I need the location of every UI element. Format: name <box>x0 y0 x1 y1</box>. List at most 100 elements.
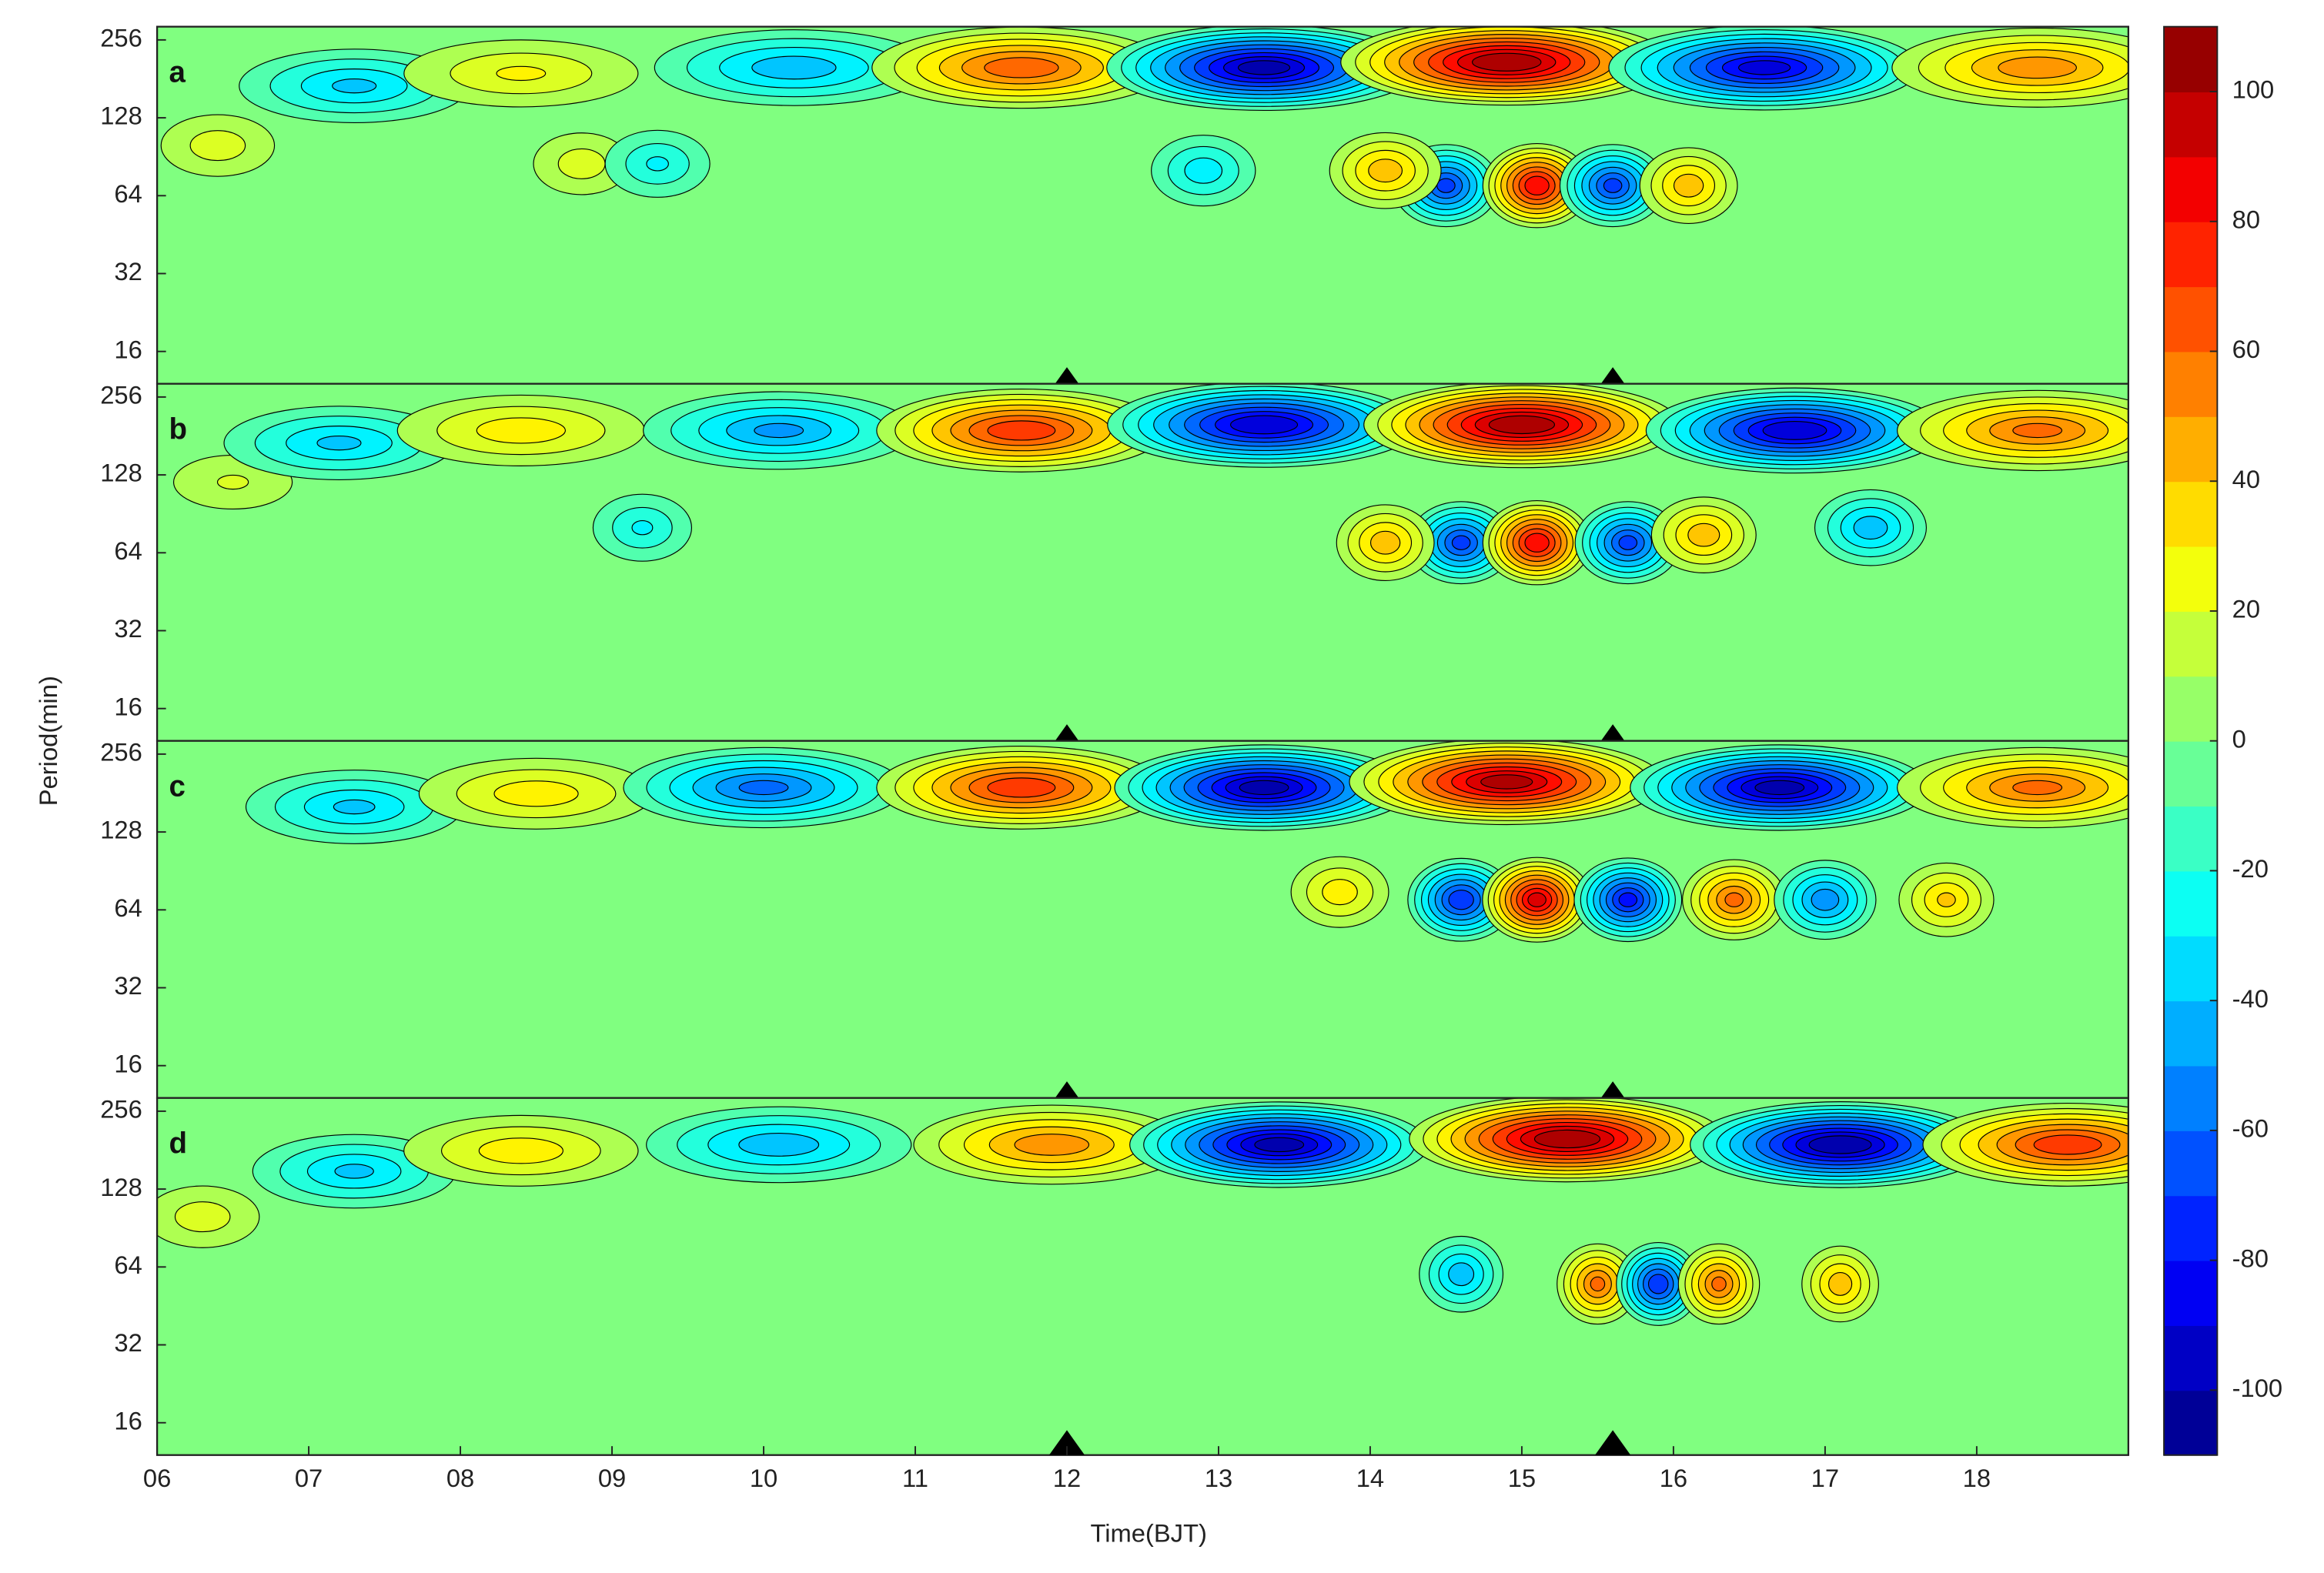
extremum <box>1559 144 1667 228</box>
colorbar-tick-label: -60 <box>2232 1114 2269 1143</box>
colorbar-tick-label: 80 <box>2232 205 2260 233</box>
extremum <box>1639 147 1738 225</box>
x-tick-label: 16 <box>1660 1464 1687 1492</box>
contour-level <box>2033 1134 2102 1155</box>
contour-level <box>751 55 837 80</box>
extremum <box>1363 383 1680 469</box>
colorbar-swatch <box>2164 870 2218 937</box>
extremum <box>646 1106 912 1184</box>
extremum <box>245 770 463 844</box>
colorbar-swatch <box>2164 1000 2218 1067</box>
contour-level <box>1647 1274 1669 1294</box>
y-tick-label: 32 <box>114 614 142 643</box>
colorbar-tick-label: -40 <box>2232 984 2269 1013</box>
x-tick-label: 11 <box>902 1464 928 1492</box>
y-tick-label: 16 <box>114 1049 142 1077</box>
y-tick-label: 128 <box>100 459 142 487</box>
contour-level <box>189 130 246 162</box>
contour-level <box>1322 879 1358 906</box>
extremum <box>403 39 639 108</box>
contour-level <box>1603 178 1623 193</box>
extremum <box>160 114 276 177</box>
contour-level <box>1533 1129 1601 1149</box>
extremum <box>1329 132 1442 209</box>
contour-level <box>1451 535 1471 550</box>
panel-letter: b <box>169 412 187 446</box>
y-tick-label: 32 <box>114 257 142 286</box>
colorbar-swatch <box>2164 1390 2218 1456</box>
extremum <box>1690 1101 1991 1188</box>
event-marker <box>1600 724 1625 741</box>
contour-level <box>738 1133 820 1157</box>
contour-level <box>1254 1137 1305 1153</box>
extremum <box>913 1104 1191 1185</box>
contour-level <box>493 780 579 807</box>
colorbar-tick-label: 60 <box>2232 335 2260 363</box>
y-axis-label: Period(min) <box>34 676 62 806</box>
contour-level <box>1230 415 1299 435</box>
extremum <box>1419 1235 1504 1313</box>
colorbar-tick-label: -100 <box>2232 1374 2283 1402</box>
colorbar-swatch <box>2164 1130 2218 1197</box>
contour-level <box>1808 1135 1872 1154</box>
contour-level <box>1687 523 1720 547</box>
extremum <box>157 1185 260 1248</box>
colorbar-swatch <box>2164 416 2218 483</box>
contour-level <box>2012 422 2063 439</box>
panel-frame <box>155 1097 2130 1456</box>
contour-level <box>1618 892 1638 907</box>
contour-level <box>1014 1134 1090 1156</box>
contour-level <box>1480 774 1533 790</box>
x-tick-label: 07 <box>295 1464 323 1492</box>
event-marker <box>1595 1430 1631 1455</box>
event-marker <box>1055 1081 1079 1098</box>
y-tick-label: 32 <box>114 971 142 1000</box>
colorbar-tick-label: 100 <box>2232 75 2275 104</box>
panel-letter: a <box>169 55 186 89</box>
colorbar-swatch <box>2164 1065 2218 1131</box>
colorbar-tick-label: -20 <box>2232 854 2269 883</box>
extremum <box>1801 1245 1879 1323</box>
colorbar-swatch <box>2164 92 2218 158</box>
contour-level <box>987 777 1056 798</box>
colorbar-swatch <box>2164 481 2218 547</box>
x-tick-label: 18 <box>1963 1464 1991 1492</box>
x-tick-label: 08 <box>446 1464 474 1492</box>
colorbar-swatch <box>2164 935 2218 1002</box>
y-tick-label: 16 <box>114 335 142 363</box>
extremum <box>1151 135 1256 207</box>
y-tick-label: 64 <box>114 893 142 922</box>
extremum <box>1616 1242 1701 1326</box>
contour-level <box>1527 892 1547 907</box>
contour-level <box>1488 415 1556 435</box>
x-tick-label: 10 <box>750 1464 777 1492</box>
extremum <box>403 1114 639 1187</box>
event-marker <box>1600 367 1625 384</box>
contour-level <box>1524 175 1550 195</box>
contour-level <box>631 520 654 536</box>
x-axis-label: Time(BJT) <box>1090 1518 1206 1547</box>
extremum <box>871 26 1172 109</box>
extremum <box>1774 860 1877 940</box>
extremum <box>1340 26 1674 106</box>
colorbar-swatch <box>2164 351 2218 417</box>
contour-level <box>1237 60 1291 75</box>
y-tick-label: 256 <box>100 1095 142 1124</box>
colorbar-swatch <box>2164 806 2218 872</box>
colorbar-swatch <box>2164 1260 2218 1326</box>
y-tick-label: 16 <box>114 692 142 720</box>
panel-letter: c <box>169 770 185 803</box>
contour-level <box>1754 780 1805 796</box>
extremum <box>592 493 693 562</box>
colorbar-swatch <box>2164 1324 2218 1391</box>
panel-letter: d <box>169 1127 187 1160</box>
extremum <box>1290 856 1389 928</box>
extremum <box>1682 859 1787 940</box>
contour-level <box>1618 535 1638 550</box>
contour-field <box>172 383 2128 586</box>
extremum <box>223 406 455 481</box>
contour-level <box>1998 56 2077 79</box>
x-tick-label: 14 <box>1356 1464 1384 1492</box>
extremum <box>396 394 646 466</box>
